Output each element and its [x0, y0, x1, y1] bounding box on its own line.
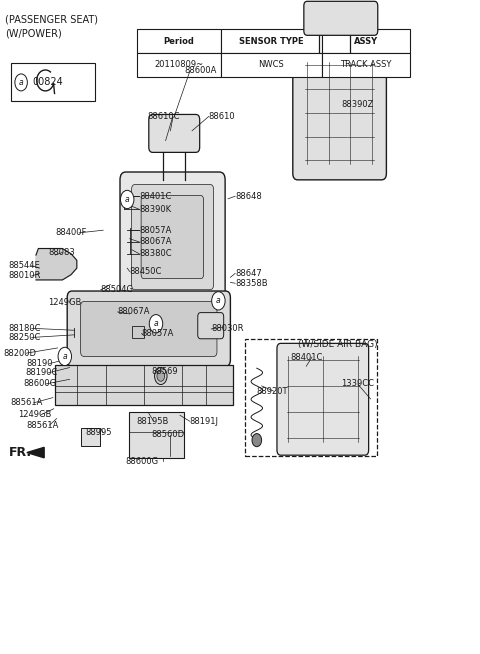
Text: 88390Z: 88390Z: [342, 100, 374, 109]
Text: 88648: 88648: [235, 192, 262, 201]
Text: 88610: 88610: [209, 112, 235, 121]
FancyBboxPatch shape: [67, 291, 230, 366]
Bar: [137, 29, 221, 53]
Text: 88504G: 88504G: [101, 285, 134, 294]
FancyBboxPatch shape: [149, 114, 200, 152]
Text: 88450C: 88450C: [130, 267, 162, 276]
Text: (W/SIDE AIR BAG): (W/SIDE AIR BAG): [298, 340, 377, 349]
Text: 88195B: 88195B: [137, 417, 169, 426]
Text: a: a: [62, 352, 67, 361]
Text: SENSOR TYPE: SENSOR TYPE: [239, 37, 303, 46]
Text: 1249GB: 1249GB: [48, 298, 82, 307]
Text: 88561A: 88561A: [11, 398, 43, 407]
Text: 88057A: 88057A: [139, 226, 171, 235]
Circle shape: [252, 434, 262, 447]
Text: 20110809~: 20110809~: [154, 60, 204, 69]
Text: 88560D: 88560D: [151, 430, 184, 439]
Text: 88390K: 88390K: [139, 205, 171, 214]
FancyBboxPatch shape: [120, 172, 225, 302]
Text: 1339CC: 1339CC: [341, 379, 374, 388]
Text: 88190: 88190: [26, 359, 53, 368]
Text: 88200D: 88200D: [3, 349, 36, 358]
FancyBboxPatch shape: [81, 301, 217, 356]
Text: a: a: [154, 319, 158, 328]
Text: 88067A: 88067A: [118, 307, 150, 317]
FancyBboxPatch shape: [293, 46, 386, 180]
Text: 88401C: 88401C: [290, 353, 323, 362]
Bar: [132, 326, 144, 338]
Text: ASSY: ASSY: [354, 37, 378, 46]
Text: 88180C: 88180C: [9, 324, 41, 333]
Bar: [322, 29, 410, 53]
Circle shape: [157, 371, 165, 381]
Polygon shape: [36, 249, 77, 280]
Text: 00824: 00824: [32, 77, 63, 88]
Text: 88569: 88569: [151, 367, 178, 376]
Text: 88561A: 88561A: [26, 421, 59, 430]
Bar: [11, 63, 95, 101]
FancyBboxPatch shape: [55, 365, 233, 405]
Text: TRACK ASSY: TRACK ASSY: [340, 60, 392, 69]
Text: 88647: 88647: [235, 269, 262, 278]
FancyBboxPatch shape: [198, 313, 224, 339]
Circle shape: [149, 315, 163, 333]
Bar: [81, 428, 100, 446]
Text: a: a: [125, 195, 130, 204]
Text: 88083: 88083: [48, 248, 75, 257]
Bar: [322, 53, 410, 77]
Text: NWCS: NWCS: [258, 60, 284, 69]
Text: 88010R: 88010R: [9, 271, 41, 281]
Circle shape: [15, 74, 27, 91]
Circle shape: [212, 292, 225, 310]
Text: 88358B: 88358B: [235, 279, 268, 288]
Polygon shape: [27, 447, 44, 458]
Text: 1249GB: 1249GB: [18, 410, 52, 419]
Text: 88400F: 88400F: [55, 228, 86, 237]
Text: a: a: [19, 78, 24, 87]
FancyBboxPatch shape: [277, 343, 369, 455]
Text: 88401C: 88401C: [139, 192, 171, 201]
Circle shape: [58, 347, 72, 366]
Bar: [221, 53, 322, 77]
Text: 88995: 88995: [85, 428, 112, 438]
Text: (PASSENGER SEAT)
(W/POWER): (PASSENGER SEAT) (W/POWER): [5, 14, 98, 39]
Text: 88610C: 88610C: [148, 112, 180, 121]
Text: 88600G: 88600G: [125, 456, 158, 466]
Text: Period: Period: [163, 37, 194, 46]
Text: 88380C: 88380C: [139, 249, 172, 258]
Text: 88191J: 88191J: [190, 417, 218, 426]
Text: 88600A: 88600A: [185, 66, 217, 75]
FancyBboxPatch shape: [141, 196, 204, 279]
Text: 88190C: 88190C: [25, 368, 58, 377]
Bar: [129, 412, 184, 458]
Bar: [221, 29, 322, 53]
Circle shape: [155, 368, 167, 385]
Text: 88600G: 88600G: [23, 379, 56, 388]
Text: a: a: [216, 296, 221, 305]
FancyBboxPatch shape: [304, 1, 378, 35]
Text: 88067A: 88067A: [139, 237, 172, 247]
Bar: [137, 53, 221, 77]
Text: 88544E: 88544E: [9, 261, 40, 270]
Bar: [245, 339, 377, 456]
Text: 88920T: 88920T: [257, 387, 288, 396]
FancyBboxPatch shape: [132, 184, 214, 290]
Circle shape: [120, 190, 134, 209]
Text: 88250C: 88250C: [9, 333, 41, 342]
Text: 88030R: 88030R: [211, 324, 244, 334]
Text: 88057A: 88057A: [142, 329, 174, 338]
Text: FR.: FR.: [9, 446, 32, 459]
